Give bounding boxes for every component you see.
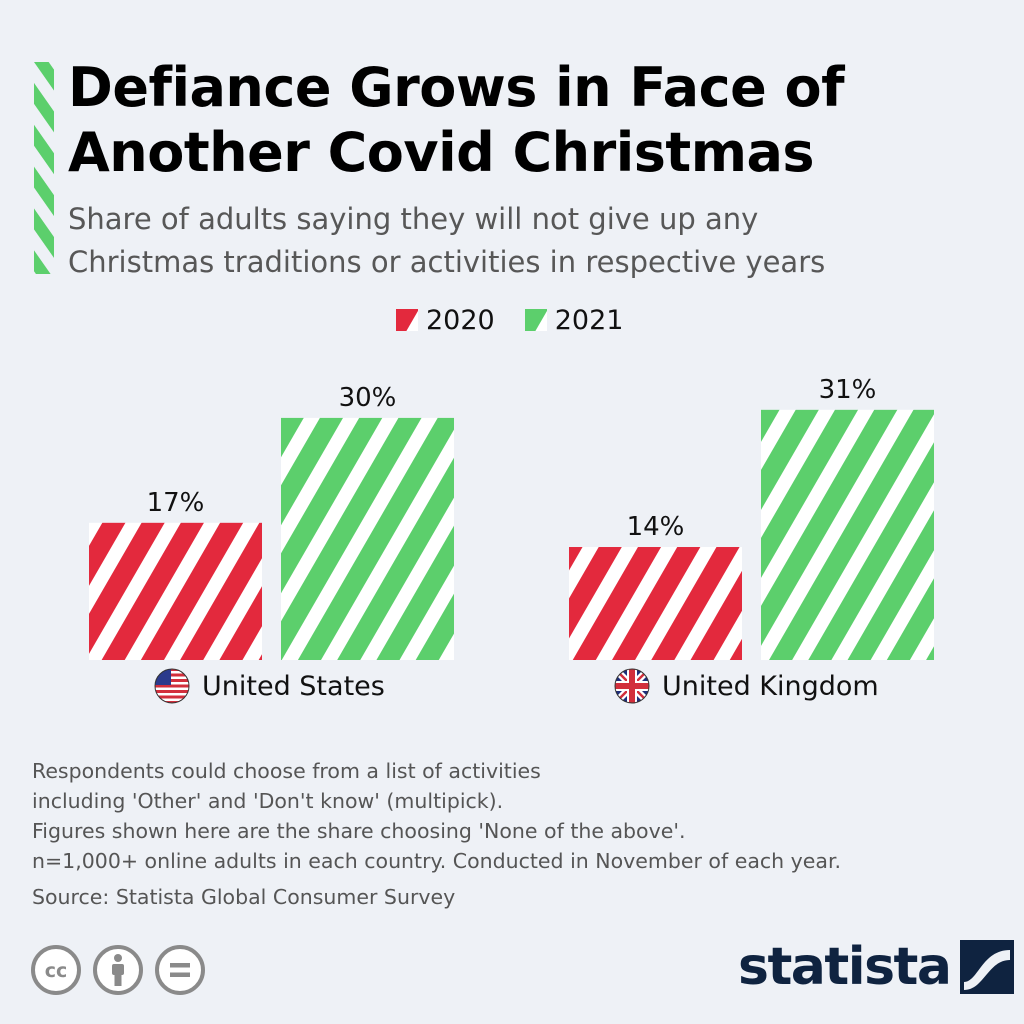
legend-label-2020: 2020: [426, 304, 495, 336]
category-label-united-kingdom: United Kingdom: [614, 664, 879, 708]
category-label-united-states: United States: [154, 664, 385, 708]
attribution-icon[interactable]: [92, 944, 144, 996]
legend-swatch-2021: [524, 309, 547, 331]
chart-title: Defiance Grows in Face of Another Covid …: [68, 55, 998, 185]
footnote-line-4: n=1,000+ online adults in each country. …: [32, 849, 842, 873]
source-note: Source: Statista Global Consumer Survey: [32, 885, 456, 909]
legend: 2020 2021: [396, 300, 623, 340]
no-derivatives-icon[interactable]: [154, 944, 206, 996]
us-flag-icon: [154, 668, 190, 704]
data-label-united-kingdom-2020: 14%: [627, 512, 685, 542]
data-label-united-states-2020: 17%: [147, 488, 205, 518]
footnotes: Respondents could choose from a list of …: [32, 756, 992, 876]
bar-united-kingdom-2021: [761, 409, 934, 660]
category-text-united-kingdom: United Kingdom: [662, 670, 879, 702]
data-label-united-states-2021: 30%: [339, 383, 397, 413]
legend-swatch-2020: [396, 309, 418, 331]
bar-united-states-2020: [89, 522, 262, 660]
bar-united-states-2021: [281, 417, 454, 660]
bar-chart: 17% 30% 14% 31%: [89, 375, 934, 660]
subtitle-line-1: Share of adults saying they will not giv…: [68, 202, 759, 236]
data-label-united-kingdom-2021: 31%: [819, 375, 877, 405]
footnote-line-1: Respondents could choose from a list of …: [32, 759, 541, 783]
cc-icon[interactable]: cc: [30, 944, 82, 996]
accent-stripe: [34, 62, 54, 274]
statista-logo-icon: [960, 940, 1015, 994]
license-icons: cc: [30, 944, 206, 996]
legend-item-2021: 2021: [524, 304, 624, 336]
subtitle-line-2: Christmas traditions or activities in re…: [68, 245, 826, 279]
footnote-line-3: Figures shown here are the share choosin…: [32, 819, 686, 843]
brand-name: statista: [738, 937, 952, 997]
uk-flag-icon: [614, 668, 650, 704]
legend-label-2021: 2021: [554, 304, 624, 336]
legend-item-2020: 2020: [396, 305, 495, 336]
svg-text:cc: cc: [45, 960, 68, 982]
footnote-line-2: including 'Other' and 'Don't know' (mult…: [32, 789, 504, 813]
brand-logo[interactable]: statista: [738, 932, 1015, 1002]
title-line-1: Defiance Grows in Face of: [68, 56, 845, 119]
category-text-united-states: United States: [202, 670, 385, 702]
title-line-2: Another Covid Christmas: [68, 121, 815, 184]
bar-united-kingdom-2020: [569, 547, 742, 660]
chart-subtitle: Share of adults saying they will not giv…: [68, 198, 968, 284]
